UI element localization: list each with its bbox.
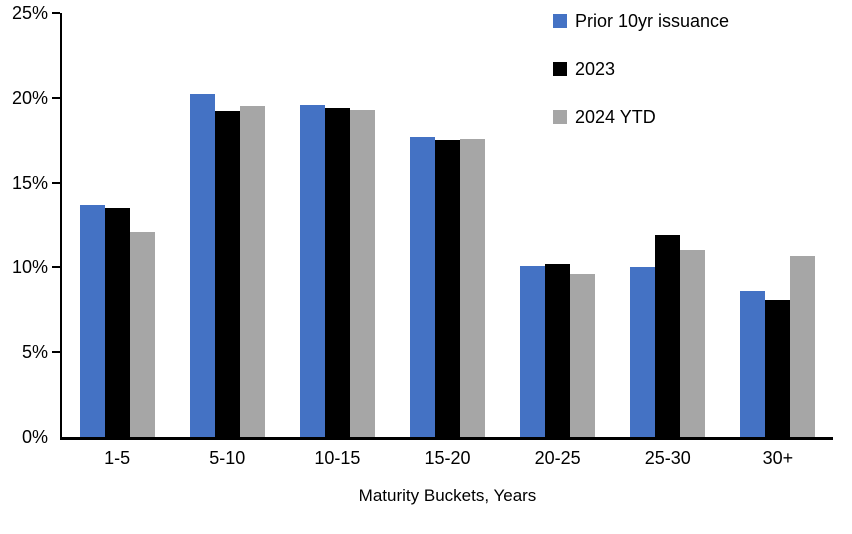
x-tick-label-15-20: 15-20 [424,448,471,468]
y-tick-label: 5% [21,342,48,363]
x-tick-label-1-5: 1-5 [104,448,131,468]
bar-2023-30+ [765,299,791,437]
x-tick-label-25-30: 25-30 [644,448,691,468]
bar-group-20-25 [503,13,613,437]
bar-2024-ytd-15-20 [459,138,485,437]
legend-swatch-icon [553,62,567,76]
bar-2023-1-5 [104,208,130,437]
legend: Prior 10yr issuance 2023 2024 YTD [553,10,730,156]
legend-label: 2023 [575,58,616,79]
bar-prior-10yr-issuance-1-5 [79,204,105,437]
y-tick-mark [52,12,60,14]
x-axis-title: Maturity Buckets, Years [358,486,537,505]
bar-2024-ytd-25-30 [680,250,706,437]
bar-group-30+ [723,13,833,437]
bar-prior-10yr-issuance-30+ [740,291,766,437]
bar-2024-ytd-10-15 [349,109,375,437]
x-tick-label-20-25: 20-25 [534,448,581,468]
bar-2023-15-20 [434,140,460,437]
legend-swatch-icon [553,14,567,28]
bar-prior-10yr-issuance-10-15 [299,104,325,437]
legend-item-2023: 2023 [553,58,729,79]
x-tick-label-10-15: 10-15 [314,448,361,468]
bar-group-1-5 [62,13,172,437]
legend-label: 2024 YTD [575,106,656,127]
legend-swatch-icon [553,110,567,124]
bar-group-25-30 [613,13,723,437]
y-tick-label: 0% [21,427,48,447]
bar-group-15-20 [392,13,502,437]
bar-2024-ytd-30+ [790,255,816,437]
bar-prior-10yr-issuance-5-10 [189,94,215,437]
x-axis-labels: 1-5 5-10 10-15 15-20 20-25 25-30 30+ [62,448,833,469]
bar-group-5-10 [172,13,282,437]
y-tick-label: 10% [11,257,48,278]
y-tick-label: 15% [11,172,48,193]
bar-groups [62,13,833,437]
legend-item-prior-10yr-issuance: Prior 10yr issuance [553,10,730,31]
bar-prior-10yr-issuance-25-30 [630,267,656,437]
y-tick-mark [52,351,60,354]
legend-label: Prior 10yr issuance [575,10,730,31]
legend-item-2024-ytd: 2024 YTD [553,106,729,127]
bar-2024-ytd-1-5 [129,231,155,437]
bar-group-10-15 [282,13,392,437]
bar-2023-20-25 [545,264,571,437]
bar-2024-ytd-20-25 [570,274,596,437]
bar-2023-25-30 [655,235,681,437]
x-tick-label-5-10: 5-10 [209,448,246,468]
y-tick-mark [52,266,60,269]
y-tick-label: 20% [11,87,48,108]
x-tick-label-30+: 30+ [762,448,794,468]
y-tick-mark [52,181,60,184]
bar-2024-ytd-5-10 [239,106,265,437]
bar-2023-10-15 [324,107,350,437]
bar-2023-5-10 [214,111,240,437]
y-tick-mark [52,96,60,99]
plot-area [60,13,833,440]
bar-prior-10yr-issuance-20-25 [520,265,546,437]
y-tick-label: 25% [11,3,48,23]
bar-prior-10yr-issuance-15-20 [409,136,435,437]
